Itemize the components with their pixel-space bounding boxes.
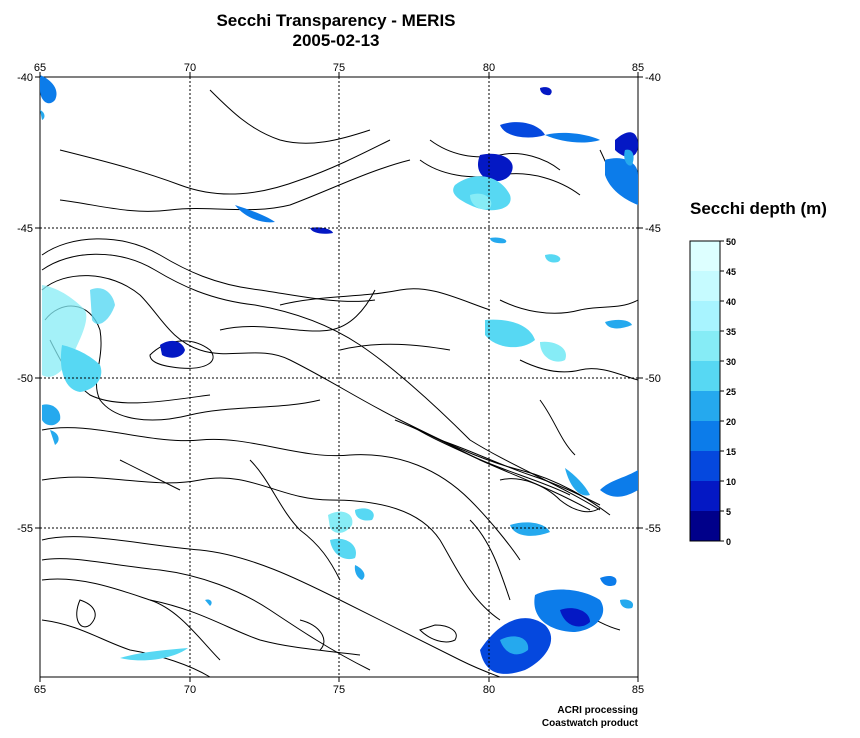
legend-swatch-1 xyxy=(690,271,720,301)
legend-label-10: 10 xyxy=(726,477,736,487)
legend-swatch-5 xyxy=(690,391,720,421)
legend-label-30: 30 xyxy=(726,357,736,367)
lat-label-right-55: -55 xyxy=(645,523,661,535)
lat-label-left-50: -50 xyxy=(17,373,33,385)
graticule xyxy=(40,77,638,677)
legend-label-25: 25 xyxy=(726,387,736,397)
lon-label-bottom-80: 80 xyxy=(483,684,495,696)
lon-label-top-75: 75 xyxy=(333,62,345,74)
legend-label-35: 35 xyxy=(726,327,736,337)
legend-swatch-3 xyxy=(690,331,720,361)
lon-label-bottom-75: 75 xyxy=(333,684,345,696)
map-title: Secchi Transparency - MERIS xyxy=(216,11,456,30)
lat-label-right-50: -50 xyxy=(645,373,661,385)
lon-label-top-80: 80 xyxy=(483,62,495,74)
lat-label-right-40: -40 xyxy=(645,72,661,84)
lon-label-bottom-65: 65 xyxy=(34,684,46,696)
lon-label-top-85: 85 xyxy=(632,62,644,74)
legend-colorbar xyxy=(689,240,721,542)
map-date: 2005-02-13 xyxy=(292,31,380,50)
legend-label-0: 0 xyxy=(726,537,731,547)
legend-label-20: 20 xyxy=(726,417,736,427)
lat-label-left-40: -40 xyxy=(17,72,33,84)
legend-label-5: 5 xyxy=(726,507,731,517)
legend-swatch-9 xyxy=(690,511,720,541)
legend-swatch-7 xyxy=(690,451,720,481)
legend-swatch-4 xyxy=(690,361,720,391)
lat-label-right-45: -45 xyxy=(645,223,661,235)
legend-title: Secchi depth (m) xyxy=(690,199,827,218)
legend-swatch-0 xyxy=(690,241,720,271)
legend-label-50: 50 xyxy=(726,237,736,247)
credit-processing: ACRI processing xyxy=(557,705,638,716)
legend-swatch-6 xyxy=(690,421,720,451)
legend-swatch-8 xyxy=(690,481,720,511)
secchi-patches xyxy=(40,75,638,674)
legend-label-45: 45 xyxy=(726,267,736,277)
legend-label-15: 15 xyxy=(726,447,736,457)
lat-label-left-55: -55 xyxy=(17,523,33,535)
lon-label-top-65: 65 xyxy=(34,62,46,74)
legend-swatch-2 xyxy=(690,301,720,331)
lon-label-bottom-70: 70 xyxy=(184,684,196,696)
lon-label-bottom-85: 85 xyxy=(632,684,644,696)
legend-label-40: 40 xyxy=(726,297,736,307)
legend-ticks xyxy=(720,240,724,542)
lon-label-top-70: 70 xyxy=(184,62,196,74)
lat-label-left-45: -45 xyxy=(17,223,33,235)
frame-ticks xyxy=(35,72,643,682)
credit-product: Coastwatch product xyxy=(541,718,638,729)
